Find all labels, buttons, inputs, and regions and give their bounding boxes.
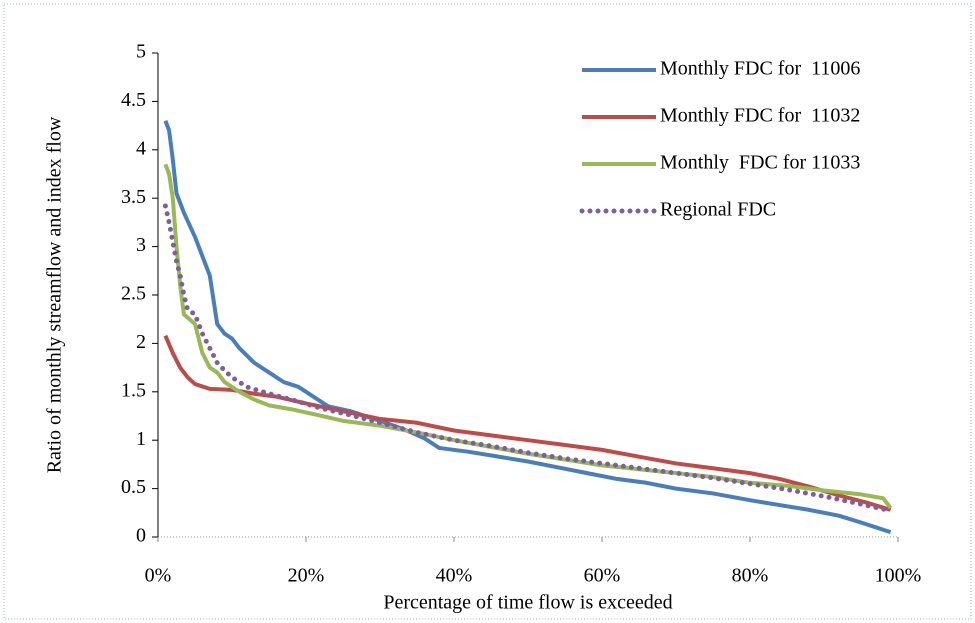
x-tick-label: 80% bbox=[732, 565, 769, 587]
series-line bbox=[162, 203, 894, 514]
y-tick-label: 5 bbox=[136, 41, 146, 63]
x-tick-label: 40% bbox=[436, 565, 473, 587]
y-tick-label: 4 bbox=[136, 137, 146, 159]
y-tick-label: 1 bbox=[136, 428, 146, 450]
series-line bbox=[163, 334, 892, 512]
y-tick-label: 3 bbox=[136, 234, 146, 256]
y-tick-label: 0 bbox=[136, 525, 146, 547]
y-tick-label: 2.5 bbox=[121, 283, 146, 305]
x-axis-title: Percentage of time flow is exceeded bbox=[383, 592, 672, 614]
legend-label: Monthly FDC for 11006 bbox=[660, 58, 860, 80]
y-tick-label: 2 bbox=[136, 331, 146, 353]
x-tick-label: 0% bbox=[145, 565, 172, 587]
x-tick-label: 60% bbox=[584, 565, 621, 587]
legend-label: Regional FDC bbox=[660, 199, 776, 221]
x-tick-label: 20% bbox=[288, 565, 325, 587]
y-tick-label: 4.5 bbox=[121, 89, 146, 111]
chart-border bbox=[3, 3, 972, 620]
x-tick-label: 100% bbox=[875, 565, 922, 587]
y-axis-title: Ratio of monthly streamflow and index fl… bbox=[44, 116, 66, 473]
y-tick-label: 0.5 bbox=[121, 476, 146, 498]
y-tick-label: 3.5 bbox=[121, 186, 146, 208]
y-tick-label: 1.5 bbox=[121, 379, 146, 401]
legend-label: Monthly FDC for 11032 bbox=[660, 105, 860, 127]
series-line bbox=[163, 163, 893, 510]
legend-label: Monthly FDC for 11033 bbox=[660, 152, 860, 174]
